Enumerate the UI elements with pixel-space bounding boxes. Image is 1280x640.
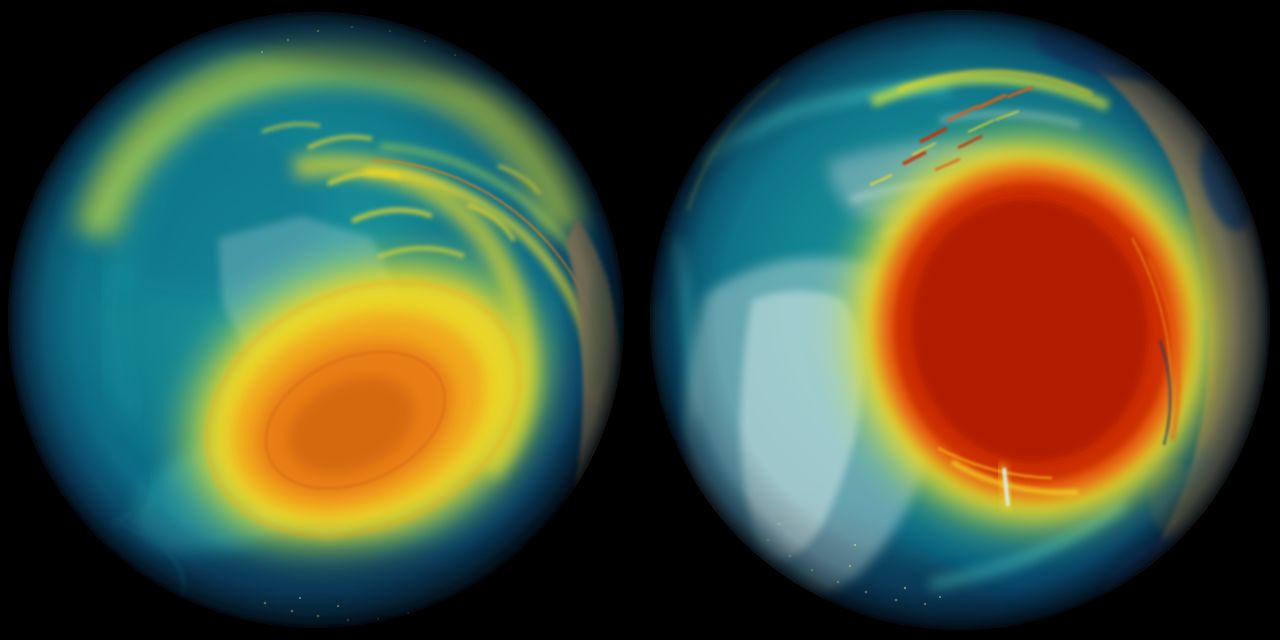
left-globe: South polar view - swirling ozone vortex… [8,12,624,628]
limb-vignette [650,10,1270,630]
limb-vignette [8,12,624,628]
right-globe: South polar view - deep red ozone hole o… [650,10,1270,630]
